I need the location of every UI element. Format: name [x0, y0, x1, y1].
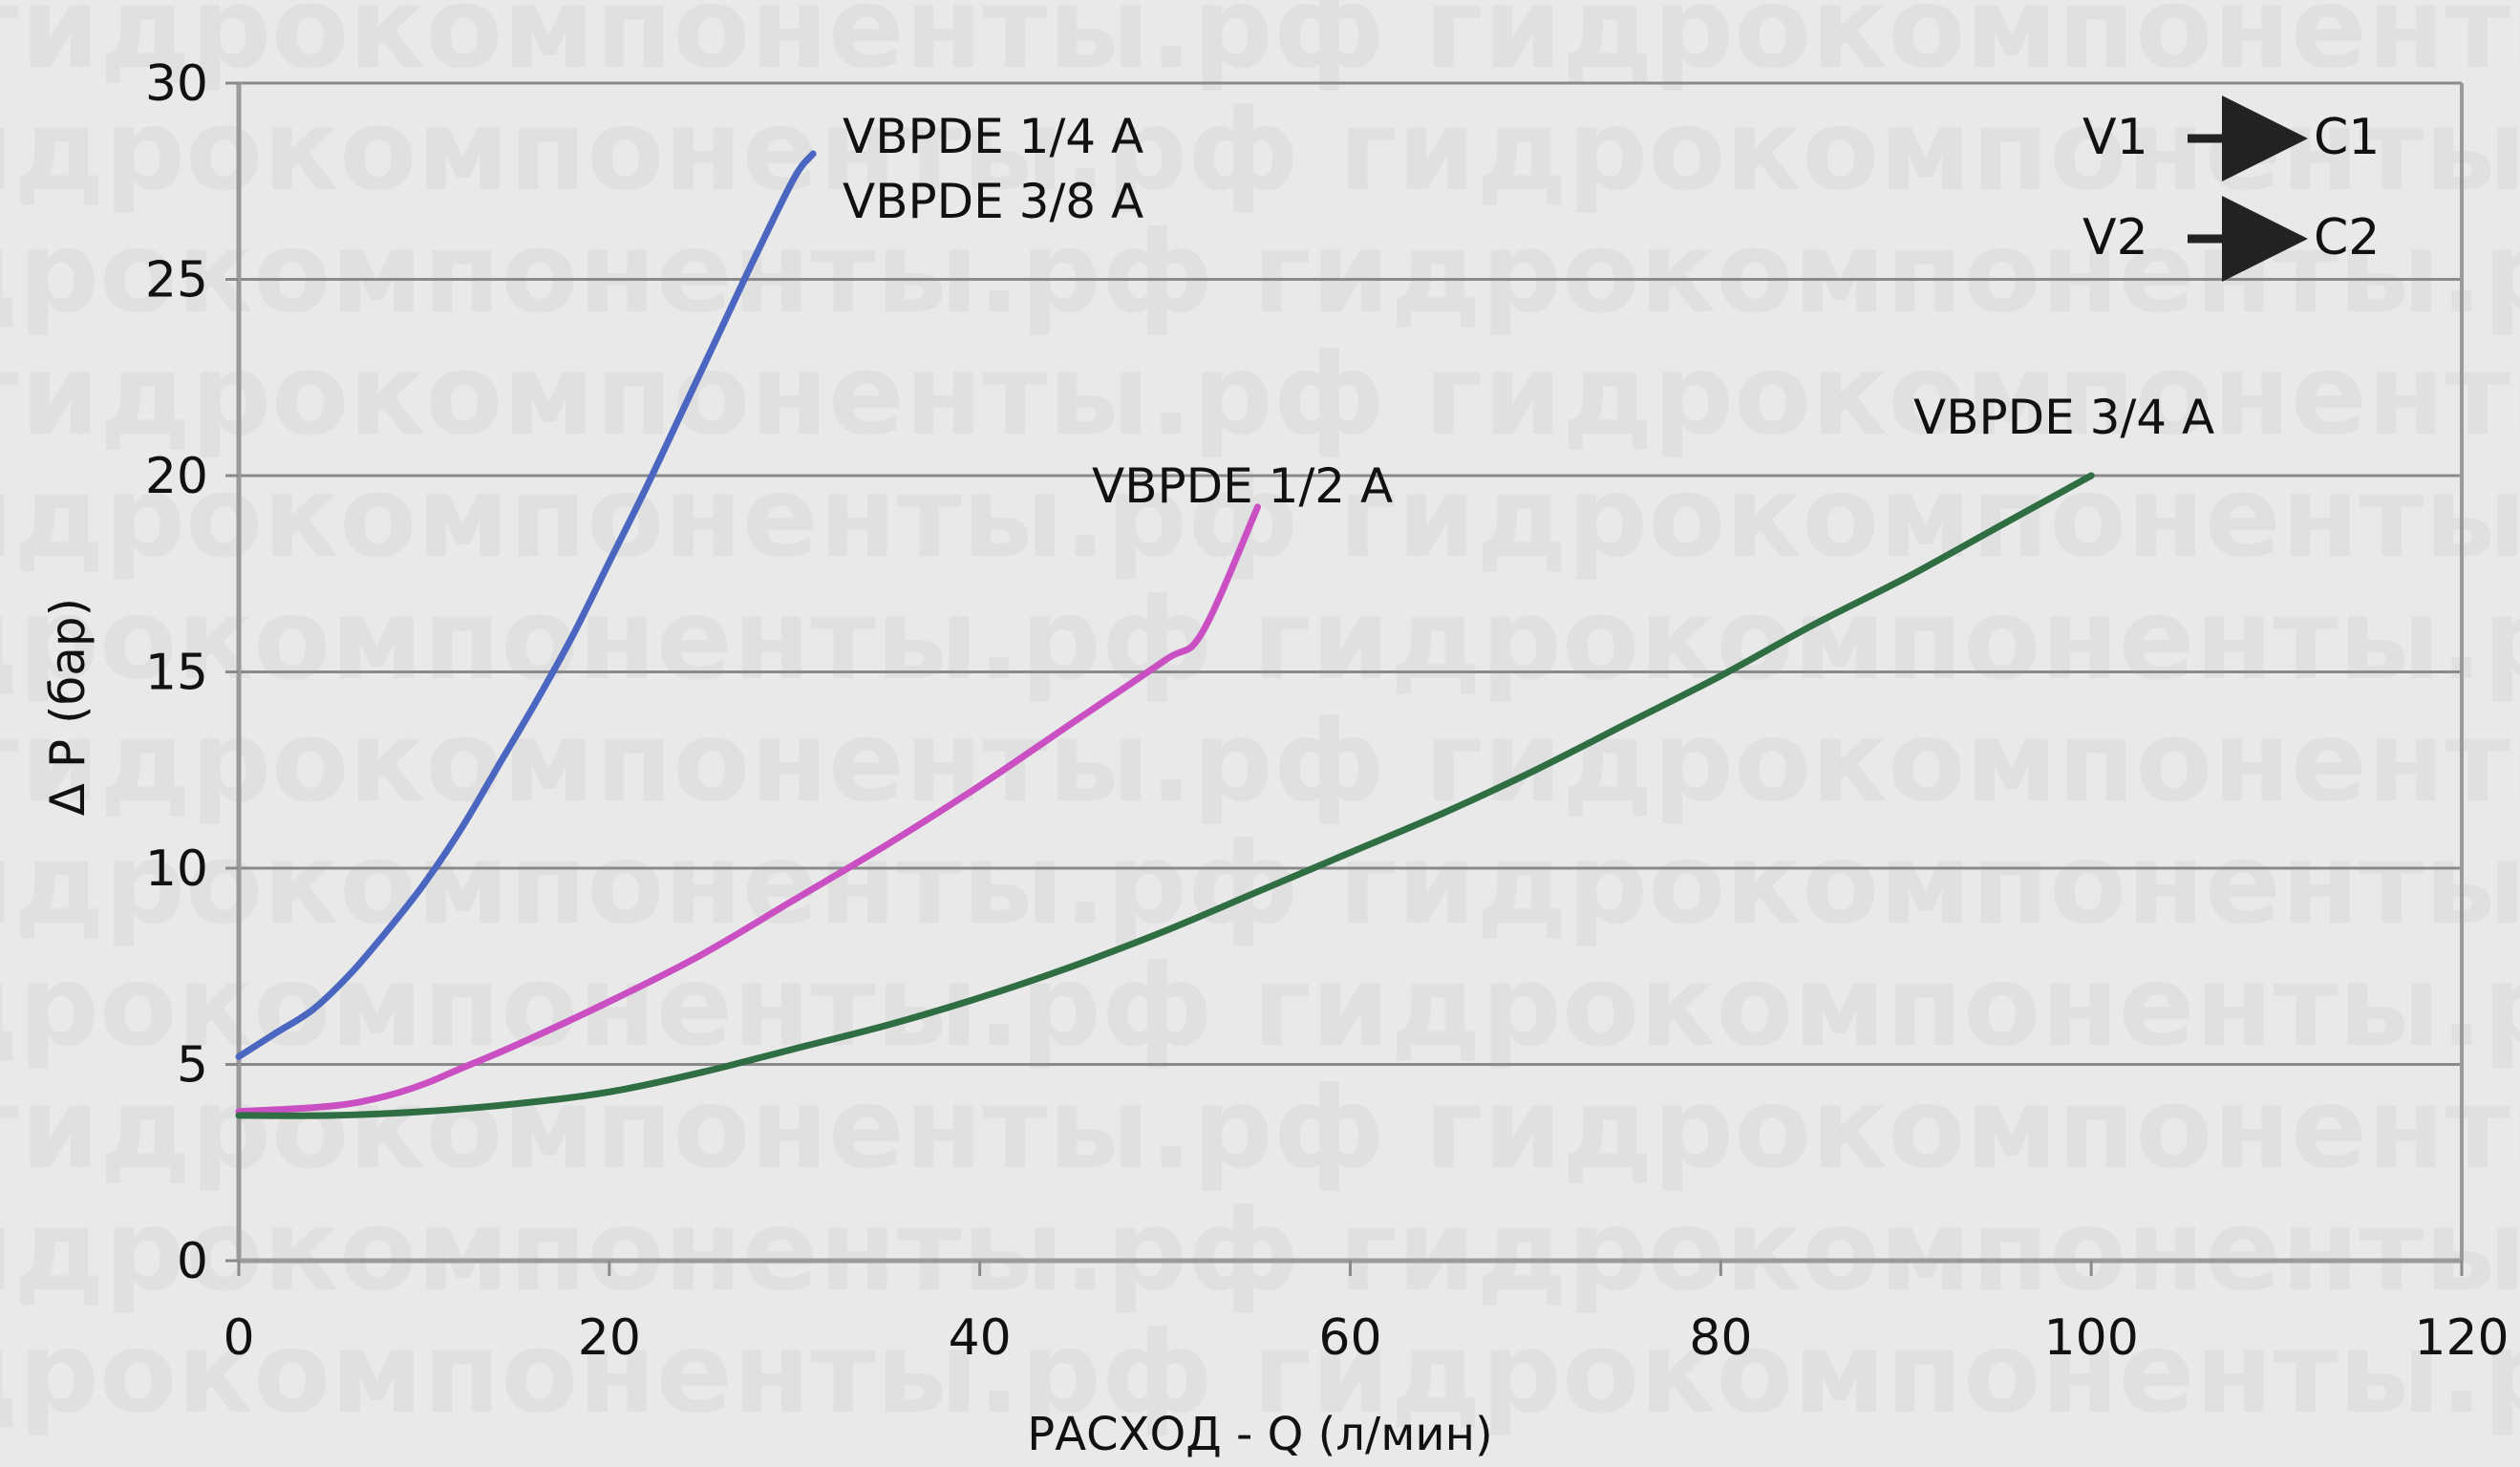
y-axis-title: Δ P (бар) — [40, 598, 96, 816]
series-line-3 — [235, 472, 2095, 1119]
watermark-text: гидрокомпоненты.рф гидрокомпоненты.рф ги… — [0, 329, 2520, 460]
annotation-v2: V2 — [2082, 209, 2148, 266]
y-tick-labels: 0 5 10 15 20 25 30 — [145, 55, 208, 1290]
x-tick-label-20: 20 — [578, 1309, 641, 1367]
x-tick-labels: 0 20 40 60 80 100 120 — [223, 1309, 2509, 1367]
annotation-c1: C1 — [2314, 109, 2380, 166]
annotation-c2: C2 — [2314, 209, 2380, 266]
series-label-blue-2: VBPDE 3/8 A — [843, 174, 1143, 229]
watermark-text: гидрокомпоненты.рф гидрокомпоненты.рф ги… — [0, 84, 2520, 216]
watermark-text: гидрокомпоненты.рф гидрокомпоненты.рф ги… — [0, 451, 2520, 583]
y-tick-label-30: 30 — [145, 55, 208, 113]
watermark-text: гидрокомпоненты.рф гидрокомпоненты.рф ги… — [0, 573, 2520, 705]
y-tick-label-25: 25 — [145, 252, 208, 309]
series-label-magenta: VBPDE 1/2 A — [1092, 458, 1393, 514]
watermark-text: гидрокомпоненты.рф гидрокомпоненты.рф ги… — [0, 1307, 2520, 1438]
watermark-text: гидрокомпоненты.рф гидрокомпоненты.рф ги… — [0, 818, 2520, 949]
watermark-text: гидрокомпоненты.рф гидрокомпоненты.рф ги… — [0, 1184, 2520, 1316]
watermark-text: гидрокомпоненты.рф гидрокомпоненты.рф ги… — [0, 206, 2520, 338]
watermark-text: гидрокомпоненты.рф гидрокомпоненты.рф ги… — [0, 0, 2520, 94]
series-lines — [235, 150, 2095, 1119]
x-axis-title: РАСХОД - Q (л/мин) — [1027, 1408, 1492, 1461]
series-line-1 — [235, 150, 817, 1060]
x-tick-label-80: 80 — [1689, 1309, 1752, 1367]
x-tick-label-100: 100 — [2044, 1309, 2139, 1367]
series-label-blue-1: VBPDE 1/4 A — [843, 109, 1143, 164]
watermark-text: гидрокомпоненты.рф гидрокомпоненты.рф ги… — [0, 1062, 2520, 1194]
x-tick-label-60: 60 — [1318, 1309, 1381, 1367]
series-line-2 — [235, 503, 1261, 1116]
series-label-green: VBPDE 3/4 A — [1913, 390, 2214, 445]
x-tick-label-40: 40 — [949, 1309, 1012, 1367]
watermark-text: гидрокомпоненты.рф гидрокомпоненты.рф ги… — [0, 940, 2520, 1072]
annotation-v1: V1 — [2082, 109, 2148, 166]
y-tick-label-15: 15 — [145, 645, 208, 702]
axes — [225, 81, 2464, 1276]
watermark-text: гидрокомпоненты.рф гидрокомпоненты.рф ги… — [0, 695, 2520, 827]
x-tick-label-0: 0 — [223, 1309, 254, 1367]
x-tick-label-120: 120 — [2414, 1309, 2509, 1367]
y-tick-label-5: 5 — [177, 1037, 208, 1095]
y-tick-label-0: 0 — [177, 1233, 208, 1290]
y-tick-label-10: 10 — [145, 840, 208, 898]
y-tick-label-20: 20 — [145, 448, 208, 505]
